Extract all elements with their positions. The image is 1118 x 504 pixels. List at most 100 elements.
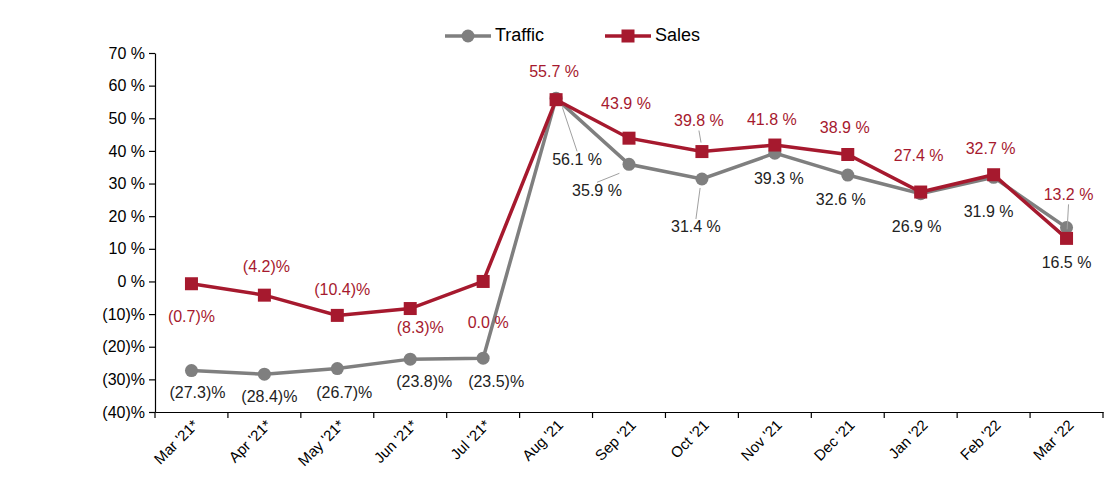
y-tick-mark (149, 249, 155, 250)
data-label: 31.4 % (671, 218, 721, 235)
x-tick-label: Feb '22 (957, 416, 1004, 463)
y-tick: 0 % (117, 273, 155, 290)
data-label: 13.2 % (1044, 186, 1094, 203)
y-tick-mark (149, 183, 155, 184)
y-tick-mark (149, 412, 155, 413)
marker (841, 169, 854, 182)
x-boundary-tick (519, 412, 520, 418)
data-label: 0.0 % (468, 314, 509, 331)
x-boundary-tick (738, 412, 739, 418)
y-axis-line (155, 54, 156, 413)
x-tick: Jul '21* (447, 412, 494, 463)
data-label: 39.3 % (754, 170, 804, 187)
x-boundary-tick (884, 412, 885, 418)
marker (623, 132, 636, 145)
x-tick: Apr '21* (225, 412, 275, 466)
x-boundary-tick (665, 412, 666, 418)
series-line (191, 100, 1066, 316)
y-tick: 10 % (109, 240, 155, 257)
marker (185, 277, 198, 290)
data-label: 41.8 % (747, 111, 797, 128)
x-tick-label: Dec '21 (810, 416, 858, 464)
data-label: 56.1 % (552, 151, 602, 168)
y-tick-mark (149, 314, 155, 315)
data-label: 39.8 % (674, 112, 724, 129)
y-tick-mark (149, 151, 155, 152)
x-tick-label: Nov '21 (737, 416, 785, 464)
data-label: 16.5 % (1042, 254, 1092, 271)
x-boundary-tick (154, 412, 155, 418)
marker (258, 289, 271, 302)
data-label: 43.9 % (601, 95, 651, 112)
x-tick: Aug '21 (519, 412, 567, 464)
marker (477, 275, 490, 288)
data-label: (28.4)% (241, 388, 297, 405)
y-tick: (20)% (102, 338, 155, 355)
data-label: 26.9 % (892, 218, 942, 235)
x-tick-label: Mar '22 (1030, 416, 1077, 463)
x-tick: Sep '21 (591, 412, 639, 464)
y-tick-label: 40 % (109, 143, 145, 160)
data-label: 55.7 % (529, 63, 579, 80)
y-tick: 20 % (109, 208, 155, 225)
x-tick: Nov '21 (737, 412, 785, 464)
x-axis-line (156, 412, 1104, 413)
plot-area (185, 92, 1073, 381)
marker (695, 145, 708, 158)
legend-label: Sales (655, 25, 700, 45)
x-tick-label: Jun '21* (370, 416, 420, 466)
y-tick-label: 0 % (117, 273, 145, 290)
x-tick: Mar '21* (150, 412, 201, 467)
data-label: 38.9 % (820, 119, 870, 136)
legend-item: Sales (605, 25, 700, 45)
x-boundary-tick (592, 412, 593, 418)
data-label: (27.3)% (169, 384, 225, 401)
marker (258, 368, 271, 381)
y-tick-label: 50 % (109, 110, 145, 127)
data-label: (23.5)% (468, 373, 524, 390)
legend-marker (462, 30, 475, 43)
marker (331, 309, 344, 322)
marker (550, 93, 563, 106)
y-tick-label: 20 % (109, 208, 145, 225)
x-tick: Oct '21 (667, 412, 712, 461)
y-tick-mark (149, 281, 155, 282)
y-tick: 40 % (109, 143, 155, 160)
y-tick-label: 10 % (109, 240, 145, 257)
marker (623, 158, 636, 171)
x-boundary-tick (957, 412, 958, 418)
x-axis: Mar '21*Apr '21*May '21*Jun '21*Jul '21*… (150, 412, 1103, 469)
x-tick-label: Mar '21* (150, 416, 201, 467)
data-label: 32.7 % (966, 140, 1016, 157)
marker (768, 139, 781, 152)
y-tick-label: (30)% (102, 371, 145, 388)
x-tick-label: Jan '22 (885, 416, 931, 462)
leader-line (562, 107, 577, 151)
x-boundary-tick (1102, 412, 1103, 418)
marker (987, 168, 1000, 181)
data-label: (4.2)% (243, 258, 290, 275)
marker (404, 302, 417, 315)
x-tick-label: Apr '21* (225, 416, 275, 466)
leader-line (1067, 204, 1068, 229)
x-tick-label: Oct '21 (667, 416, 712, 461)
marker (477, 352, 490, 365)
y-tick-mark (149, 86, 155, 87)
marker (914, 186, 927, 199)
x-tick-label: Sep '21 (591, 416, 639, 464)
marker (1060, 232, 1073, 245)
leader-line (699, 131, 701, 143)
x-tick: Jan '22 (885, 412, 931, 462)
marker (331, 362, 344, 375)
series-markers (185, 93, 1073, 322)
x-tick-label: Aug '21 (519, 416, 567, 464)
legend-item: Traffic (445, 25, 544, 45)
series-line (191, 98, 1066, 374)
x-boundary-ticks (155, 412, 1103, 418)
x-boundary-tick (373, 412, 374, 418)
series-markers (185, 92, 1073, 381)
marker (695, 172, 708, 185)
y-tick-label: 60 % (109, 77, 145, 94)
y-tick-mark (149, 216, 155, 217)
y-tick-label: (40)% (102, 404, 145, 421)
